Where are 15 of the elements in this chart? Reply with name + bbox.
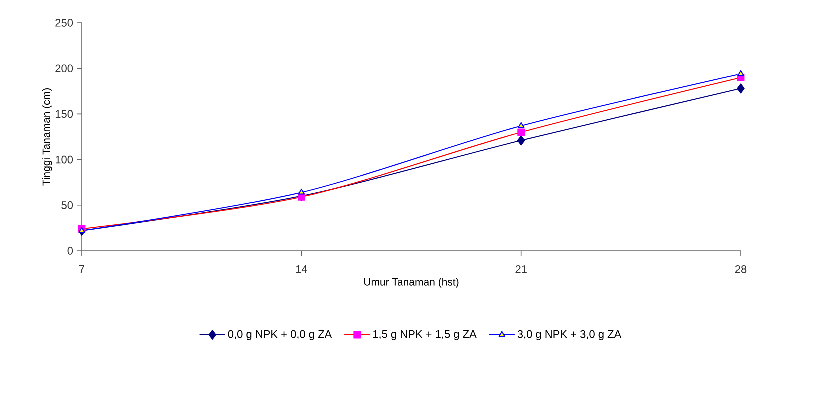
- legend-label: 1,5 g NPK + 1,5 g ZA: [373, 330, 477, 340]
- legend-label: 3,0 g NPK + 3,0 g ZA: [518, 330, 622, 340]
- y-tick-label: 0: [68, 247, 74, 255]
- x-tick-label: 7: [80, 266, 85, 274]
- y-tick-label: 50: [62, 202, 74, 210]
- x-tick-label: 28: [735, 266, 747, 274]
- y-tick-label: 150: [56, 110, 74, 118]
- y-tick-label: 250: [56, 19, 74, 27]
- y-tick-label: 100: [56, 156, 74, 164]
- x-tick-label: 21: [516, 266, 527, 274]
- y-tick-label: 200: [56, 64, 74, 72]
- x-tick-label: 14: [296, 266, 308, 274]
- x-axis-title: Umur Tanaman (hst): [364, 278, 459, 288]
- y-axis-title: Tinggi Tanaman (cm): [42, 88, 52, 186]
- legend-label: 0,0 g NPK + 0,0 g ZA: [228, 330, 332, 340]
